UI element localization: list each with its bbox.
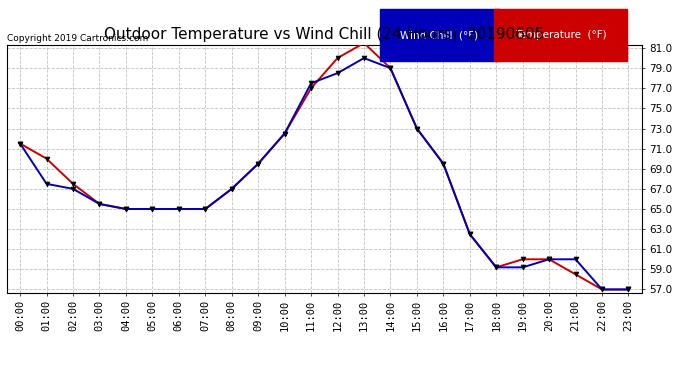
Text: Copyright 2019 Cartronics.com: Copyright 2019 Cartronics.com <box>7 33 148 42</box>
Title: Outdoor Temperature vs Wind Chill (24 Hours)  20190605: Outdoor Temperature vs Wind Chill (24 Ho… <box>104 27 544 42</box>
Text: Temperature  (°F): Temperature (°F) <box>515 30 607 40</box>
Text: Wind Chill  (°F): Wind Chill (°F) <box>400 30 479 40</box>
